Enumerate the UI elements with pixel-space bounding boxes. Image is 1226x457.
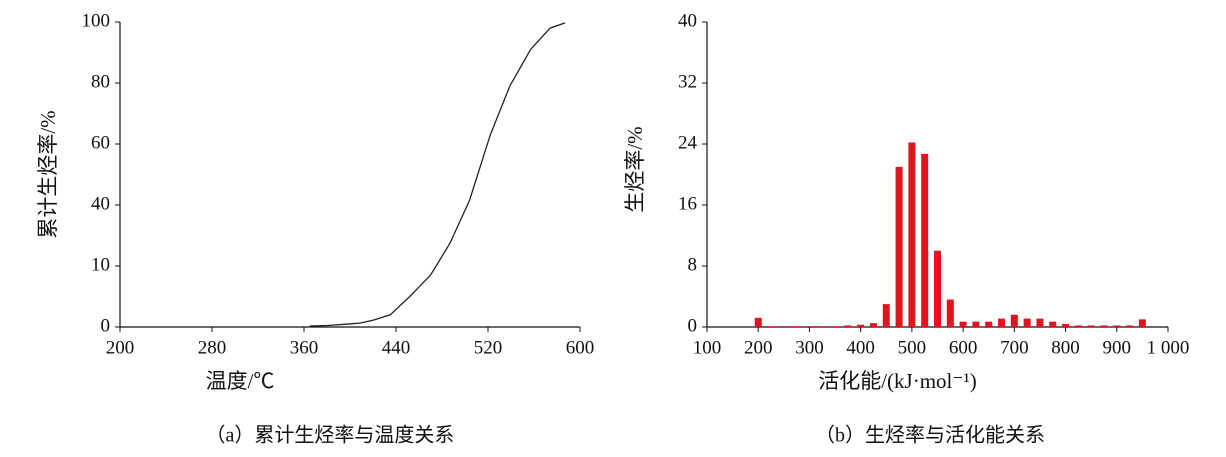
bar — [869, 323, 877, 327]
bar — [831, 326, 839, 327]
bar — [754, 317, 762, 327]
bar — [1010, 314, 1018, 327]
bar — [921, 153, 929, 327]
y-tick-label: 8 — [688, 254, 698, 275]
bar — [882, 304, 890, 327]
x-tick-label: 700 — [1000, 337, 1029, 358]
x-tick-label: 600 — [566, 337, 595, 358]
x-tick-label: 1 000 — [1147, 337, 1190, 358]
x-tick-label: 520 — [474, 337, 503, 358]
bar — [908, 142, 916, 327]
bar — [1036, 318, 1044, 327]
bar — [818, 326, 826, 327]
x-tick-label: 500 — [898, 337, 927, 358]
bar — [1126, 325, 1134, 327]
bar — [1049, 321, 1057, 327]
y-tick-label: 10 — [91, 254, 110, 275]
bar — [998, 318, 1006, 327]
bar — [972, 321, 980, 327]
bar — [959, 321, 967, 327]
bar — [767, 326, 775, 327]
x-tick-label: 300 — [795, 337, 824, 358]
y-axis-label: 累计生烃率/% — [36, 110, 60, 238]
bar — [1138, 319, 1146, 327]
bar — [895, 166, 903, 327]
x-tick-label: 440 — [382, 337, 411, 358]
caption: （b）生烃率与活化能关系 — [815, 424, 1045, 447]
bar — [934, 250, 941, 327]
bar — [1062, 323, 1070, 327]
line — [309, 22, 566, 327]
x-tick-label: 100 — [693, 337, 722, 358]
caption: （a）累计生烃率与温度关系 — [206, 424, 455, 447]
y-tick-label: 0 — [101, 315, 111, 336]
bar — [780, 326, 788, 327]
x-tick-label: 360 — [290, 337, 319, 358]
bar — [1087, 325, 1095, 327]
y-tick-label: 40 — [91, 193, 110, 214]
bar — [985, 321, 993, 327]
x-tick-label: 280 — [198, 337, 227, 358]
y-tick-label: 100 — [82, 10, 111, 31]
bar — [1023, 318, 1031, 327]
bar — [857, 324, 865, 327]
x-tick-label: 600 — [949, 337, 978, 358]
y-axis-label: 生烃率/% — [623, 126, 647, 212]
bar — [793, 326, 801, 327]
y-tick-label: 80 — [91, 71, 110, 92]
x-tick-label: 900 — [1103, 337, 1132, 358]
x-axis-label: 温度/℃ — [206, 369, 275, 393]
y-tick-label: 32 — [678, 71, 697, 92]
bar — [844, 325, 852, 327]
y-tick-label: 60 — [91, 132, 110, 153]
x-tick-label: 200 — [744, 337, 773, 358]
y-tick-label: 40 — [678, 10, 697, 31]
x-tick-label: 400 — [846, 337, 875, 358]
x-axis-label: 活化能/(kJ·mol⁻¹) — [818, 369, 977, 393]
bar — [1100, 325, 1108, 327]
bar — [946, 299, 954, 327]
bar — [1113, 325, 1121, 327]
y-tick-label: 0 — [688, 315, 698, 336]
bar — [1074, 325, 1082, 327]
x-tick-label: 800 — [1051, 337, 1080, 358]
x-tick-label: 200 — [106, 337, 135, 358]
y-tick-label: 24 — [678, 132, 698, 153]
bar — [805, 326, 813, 327]
y-tick-label: 16 — [678, 193, 697, 214]
